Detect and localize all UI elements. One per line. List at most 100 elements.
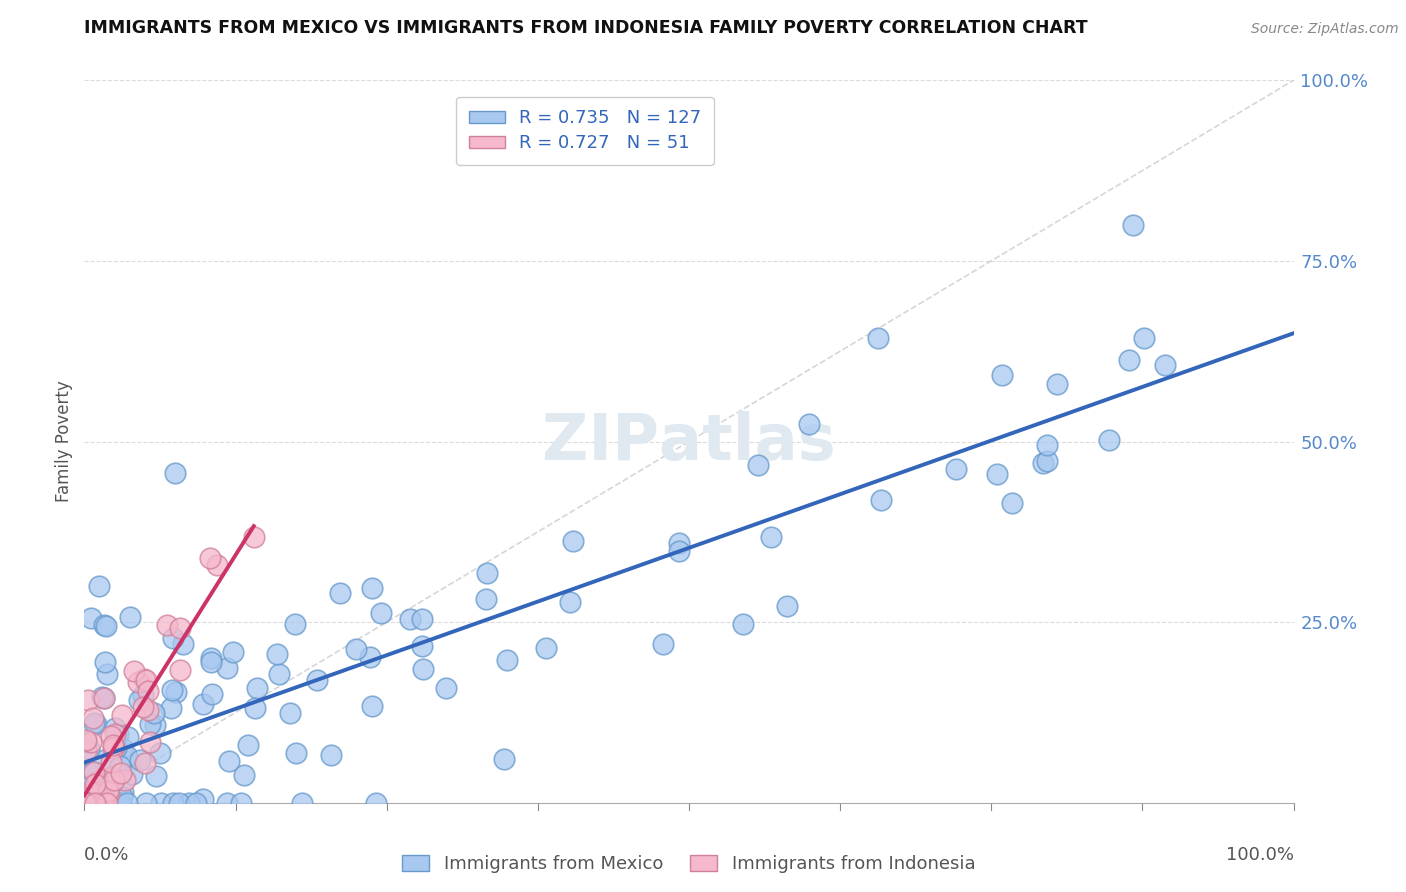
Point (344, 641, 367, 656)
Text: 100.0%: 100.0% (1226, 847, 1294, 864)
Point (100, 756, 122, 770)
Point (77, 796, 100, 810)
Point (233, 768, 256, 782)
Point (79, 796, 101, 810)
Point (83, 764, 105, 779)
Point (115, 748, 138, 763)
Point (77, 693, 100, 707)
Point (361, 581, 384, 595)
Point (91, 792, 114, 806)
Point (1154, 359, 1177, 373)
Point (475, 592, 498, 607)
Point (399, 612, 422, 626)
Point (200, 656, 222, 670)
Point (82, 783, 104, 797)
Point (77, 779, 100, 793)
Point (167, 796, 190, 810)
Point (93, 754, 115, 768)
Point (82, 786, 104, 800)
Text: Source: ZipAtlas.com: Source: ZipAtlas.com (1251, 22, 1399, 37)
Point (86, 796, 108, 810)
Point (87, 796, 110, 810)
Point (134, 756, 156, 770)
Point (82, 796, 104, 810)
Point (80, 611, 103, 625)
Point (361, 698, 384, 713)
Point (117, 730, 139, 744)
Point (117, 796, 139, 810)
Point (733, 617, 755, 632)
Point (534, 640, 557, 655)
Point (103, 739, 125, 754)
Point (139, 717, 162, 731)
Point (562, 533, 585, 548)
Point (77, 742, 100, 756)
Point (77, 796, 100, 810)
Point (364, 796, 387, 810)
Text: ZIP​atlas: ZIP​atlas (543, 410, 835, 473)
Point (101, 741, 124, 756)
Point (94, 796, 117, 810)
Point (100, 729, 122, 743)
Point (215, 661, 238, 675)
Point (73, 796, 96, 810)
Point (93, 618, 115, 632)
Point (121, 767, 143, 781)
Point (1046, 376, 1069, 391)
Point (107, 726, 129, 740)
Point (218, 755, 240, 769)
Point (169, 663, 191, 677)
Point (84, 716, 107, 731)
Point (198, 551, 221, 566)
Point (229, 796, 252, 810)
Point (110, 796, 132, 810)
Point (222, 645, 245, 659)
Point (162, 683, 184, 698)
Point (135, 673, 157, 687)
Point (91, 690, 114, 704)
Point (319, 748, 342, 763)
Point (134, 672, 156, 686)
Point (242, 530, 264, 544)
Point (145, 769, 167, 783)
Point (76, 767, 98, 781)
Point (111, 708, 134, 723)
Point (97, 784, 120, 798)
Point (112, 785, 135, 799)
Point (90, 787, 112, 801)
Point (193, 792, 215, 806)
Point (111, 790, 134, 805)
Point (284, 617, 307, 632)
Point (86, 775, 108, 789)
Point (278, 706, 301, 720)
Point (1118, 352, 1140, 367)
Point (160, 701, 183, 715)
Point (122, 664, 145, 678)
Point (162, 631, 184, 645)
Point (1036, 454, 1059, 468)
Point (108, 759, 131, 773)
Point (80, 764, 103, 779)
Point (111, 741, 134, 756)
Point (110, 796, 132, 810)
Point (84, 796, 107, 810)
Point (138, 735, 160, 749)
Point (1036, 438, 1059, 452)
Point (73, 796, 96, 810)
Point (668, 544, 690, 558)
Point (73, 787, 96, 801)
Point (434, 681, 457, 696)
Point (172, 637, 194, 651)
Point (747, 458, 769, 472)
Point (127, 675, 149, 690)
Point (179, 796, 201, 810)
Point (651, 636, 673, 650)
Point (79, 796, 101, 810)
Point (82, 710, 104, 724)
Point (104, 727, 127, 741)
Point (110, 766, 132, 780)
Point (411, 639, 433, 653)
Point (143, 706, 166, 720)
Point (105, 740, 128, 755)
Text: IMMIGRANTS FROM MEXICO VS IMMIGRANTS FROM INDONESIA FAMILY POVERTY CORRELATION C: IMMIGRANTS FROM MEXICO VS IMMIGRANTS FRO… (84, 19, 1088, 37)
